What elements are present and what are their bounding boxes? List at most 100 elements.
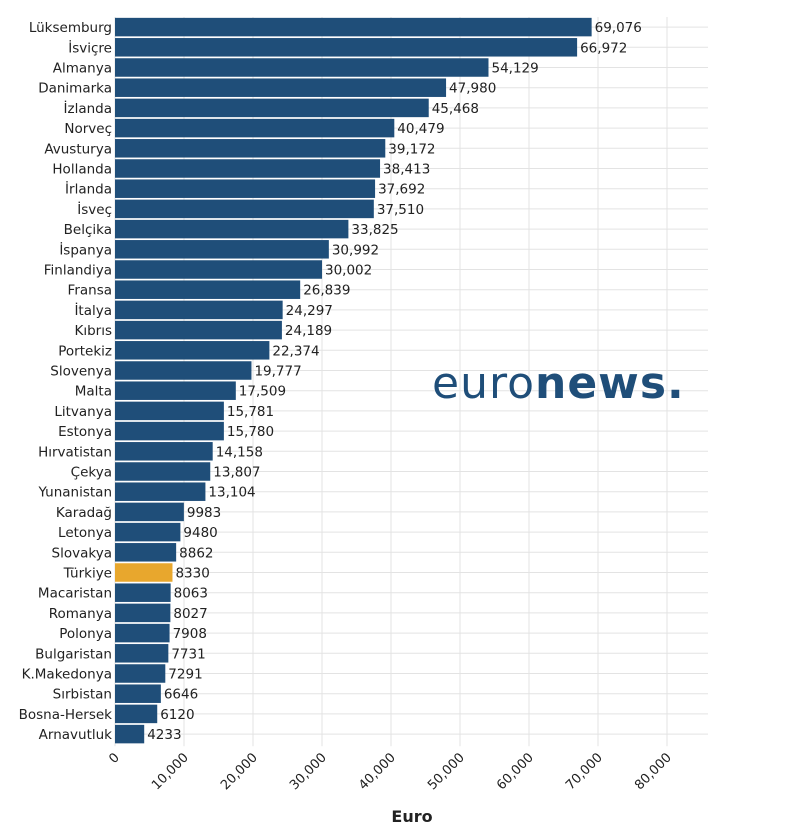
x-tick-label: 30,000 [287, 750, 330, 793]
bar [115, 179, 376, 198]
bar [115, 381, 236, 400]
value-label: 66,972 [580, 40, 627, 56]
category-label: Portekiz [58, 343, 112, 359]
x-axis-ticks: 0 10,000 20,000 30,000 40,000 50,000 60,000 70,… [106, 750, 674, 793]
category-label: Hırvatistan [38, 444, 112, 460]
x-tick-label: 0 [106, 750, 122, 766]
value-label: 17,509 [239, 384, 286, 400]
bar [115, 543, 177, 562]
x-tick-label: 80,000 [632, 750, 675, 793]
category-label: Arnavutluk [39, 727, 113, 743]
value-label: 45,468 [432, 101, 479, 117]
x-tick-label: 70,000 [563, 750, 606, 793]
category-label: Sırbistan [53, 687, 112, 703]
value-label: 13,104 [208, 485, 255, 501]
bar [115, 563, 173, 582]
category-label: Slovakya [52, 545, 112, 561]
value-label: 40,479 [397, 121, 444, 137]
bar [115, 442, 213, 461]
value-label: 24,297 [286, 303, 333, 319]
bar [115, 300, 283, 320]
value-label: 15,780 [227, 424, 274, 440]
value-label: 37,510 [377, 202, 424, 218]
value-label: 38,413 [383, 162, 430, 178]
value-label: 22,374 [272, 343, 319, 359]
bar [115, 644, 169, 663]
category-label: Malta [75, 384, 112, 400]
category-label: Çekya [71, 465, 112, 481]
value-label: 9480 [183, 525, 217, 541]
value-label: 7291 [168, 667, 202, 683]
value-label: 9983 [187, 505, 221, 521]
bar [115, 199, 374, 219]
x-axis-title: Euro [391, 807, 432, 826]
bar [115, 603, 171, 623]
category-label: Kıbrıs [74, 323, 112, 339]
value-labels: 69,076 66,972 54,129 47,980 45,468 40,479 39,1… [147, 20, 642, 743]
bar [115, 664, 166, 683]
x-tick-label: 40,000 [356, 750, 399, 793]
category-label: Almanya [53, 61, 112, 77]
category-label: Fransa [68, 283, 112, 299]
bar [115, 502, 184, 522]
value-label: 54,129 [491, 61, 538, 77]
value-label: 69,076 [595, 20, 642, 36]
bar [115, 583, 171, 602]
bar [115, 401, 224, 421]
value-label: 8330 [175, 566, 209, 582]
category-label: Danimarka [38, 81, 112, 97]
value-label: 24,189 [285, 323, 332, 339]
bar [115, 219, 349, 239]
bar [115, 240, 329, 259]
category-label: Litvanya [54, 404, 112, 420]
category-label: İspanya [59, 240, 112, 258]
value-label: 30,992 [332, 242, 379, 258]
value-label: 15,781 [227, 404, 274, 420]
value-label: 30,002 [325, 263, 372, 279]
category-label: Karadağ [56, 505, 112, 521]
euronews-logo: euronews. [432, 358, 685, 409]
category-label: Türkiye [63, 566, 112, 582]
bar [115, 17, 592, 37]
bar [115, 684, 161, 703]
value-label: 8862 [179, 545, 213, 561]
bar [115, 704, 158, 724]
category-label: Slovenya [50, 364, 112, 380]
logo-part-news: news. [535, 358, 685, 409]
category-label: İsveç [77, 200, 112, 218]
category-label: İrlanda [65, 180, 112, 198]
bar [115, 361, 252, 380]
category-label: İzlanda [64, 99, 113, 117]
category-label: Polonya [59, 626, 112, 642]
value-label: 6120 [160, 707, 194, 723]
value-label: 13,807 [213, 465, 260, 481]
category-label: Hollanda [52, 162, 112, 178]
bar [115, 724, 145, 744]
category-label: Bulgaristan [35, 646, 112, 662]
bar [115, 482, 206, 501]
value-label: 8063 [174, 586, 208, 602]
bar [115, 623, 170, 643]
category-label: Yunanistan [37, 485, 112, 501]
bar [115, 522, 181, 542]
value-label: 26,839 [303, 283, 350, 299]
value-label: 4233 [147, 727, 181, 743]
value-label: 33,825 [351, 222, 398, 238]
bar [115, 280, 301, 299]
category-label: Bosna-Hersek [19, 707, 113, 723]
bar [115, 38, 578, 57]
bar [115, 98, 429, 118]
bar [115, 58, 489, 77]
bar [115, 462, 211, 481]
value-label: 7908 [173, 626, 207, 642]
category-label: İsviçre [68, 38, 112, 56]
value-label: 37,692 [378, 182, 425, 198]
bar [115, 78, 447, 97]
value-label: 39,172 [388, 141, 435, 157]
x-tick-label: 20,000 [218, 750, 261, 793]
bar [115, 159, 381, 178]
category-label: Macaristan [38, 586, 112, 602]
category-label: Romanya [49, 606, 112, 622]
value-label: 19,777 [254, 364, 301, 380]
